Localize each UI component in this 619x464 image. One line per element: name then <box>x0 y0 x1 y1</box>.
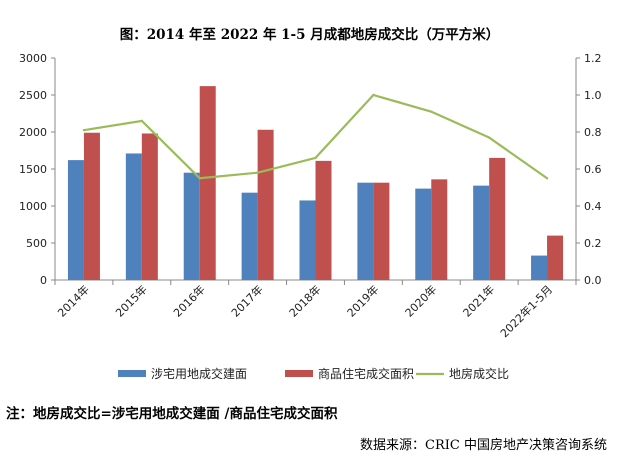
legend-label: 涉宅用地成交建面 <box>151 366 247 381</box>
left-tick-label: 1500 <box>19 163 47 176</box>
right-tick-label: 0.0 <box>584 274 602 287</box>
legend-swatch <box>118 370 146 377</box>
bar-land-area <box>241 192 258 280</box>
bar-land-area <box>473 185 490 280</box>
x-tick-label: 2021年 <box>460 282 497 319</box>
ratio-point <box>372 93 375 97</box>
x-tick-label: 2014年 <box>55 282 92 319</box>
right-tick-label: 0.4 <box>584 200 602 213</box>
ratio-point <box>256 171 259 174</box>
bar-housing-area <box>315 160 332 280</box>
ratio-point <box>314 156 317 160</box>
bar-land-area <box>125 153 142 280</box>
x-tick-label: 2018年 <box>286 282 323 319</box>
chart-canvas: 0 500 1000 1500 2000 2500 3000 0.0 0.2 0.4 0.6 0.8 1… <box>19 52 602 381</box>
ratio-point <box>487 136 491 139</box>
bar-housing-area <box>83 132 100 280</box>
ratio-point <box>140 119 144 123</box>
legend-label: 商品住宅成交面积 <box>318 366 414 381</box>
ratio-point <box>545 177 549 180</box>
bar-land-area <box>531 255 548 280</box>
left-tick-label: 2000 <box>19 126 47 139</box>
right-tick-label: 0.8 <box>584 126 602 139</box>
chart-note: 注：地房成交比=涉宅用地成交建面 /商品住宅成交面积 <box>6 406 338 422</box>
bar-housing-area <box>547 235 564 280</box>
ratio-point <box>430 110 433 113</box>
left-tick-label: 0 <box>40 274 47 287</box>
legend-swatch <box>285 370 313 377</box>
x-tick-label: 2016年 <box>170 282 207 319</box>
right-tick-label: 0.2 <box>584 237 602 250</box>
bar-land-area <box>357 182 374 280</box>
x-tick-label: 2017年 <box>228 282 265 319</box>
bar-land-area <box>299 200 316 280</box>
x-tick-label: 2022年1-5月 <box>497 282 555 340</box>
bar-land-area <box>67 160 84 280</box>
right-tick-label: 0.6 <box>584 163 602 176</box>
x-tick-label: 2015年 <box>112 282 149 319</box>
ratio-point <box>198 177 201 180</box>
ratio-point <box>82 128 86 132</box>
bar-housing-area <box>373 182 390 280</box>
chart-source: 数据来源：CRIC 中国房地产决策咨询系统 <box>360 438 607 453</box>
legend-label: 地房成交比 <box>449 366 509 381</box>
bar-housing-area <box>489 157 506 280</box>
bar-housing-area <box>257 129 274 280</box>
x-tick-label: 2020年 <box>402 282 439 319</box>
bar-land-area <box>183 172 200 280</box>
left-tick-label: 3000 <box>19 52 47 65</box>
left-tick-label: 2500 <box>19 89 47 102</box>
left-tick-label: 1000 <box>19 200 47 213</box>
x-tick-label: 2019年 <box>344 282 381 319</box>
right-tick-label: 1.0 <box>584 89 602 102</box>
left-tick-label: 500 <box>26 237 47 250</box>
bar-housing-area <box>141 133 158 280</box>
bar-housing-area <box>199 86 216 281</box>
bar-land-area <box>415 188 432 280</box>
right-tick-label: 1.2 <box>584 52 602 65</box>
bar-housing-area <box>431 179 448 280</box>
chart-title: 图：2014 年至 2022 年 1-5 月成都地房成交比（万平方米） <box>119 27 500 43</box>
